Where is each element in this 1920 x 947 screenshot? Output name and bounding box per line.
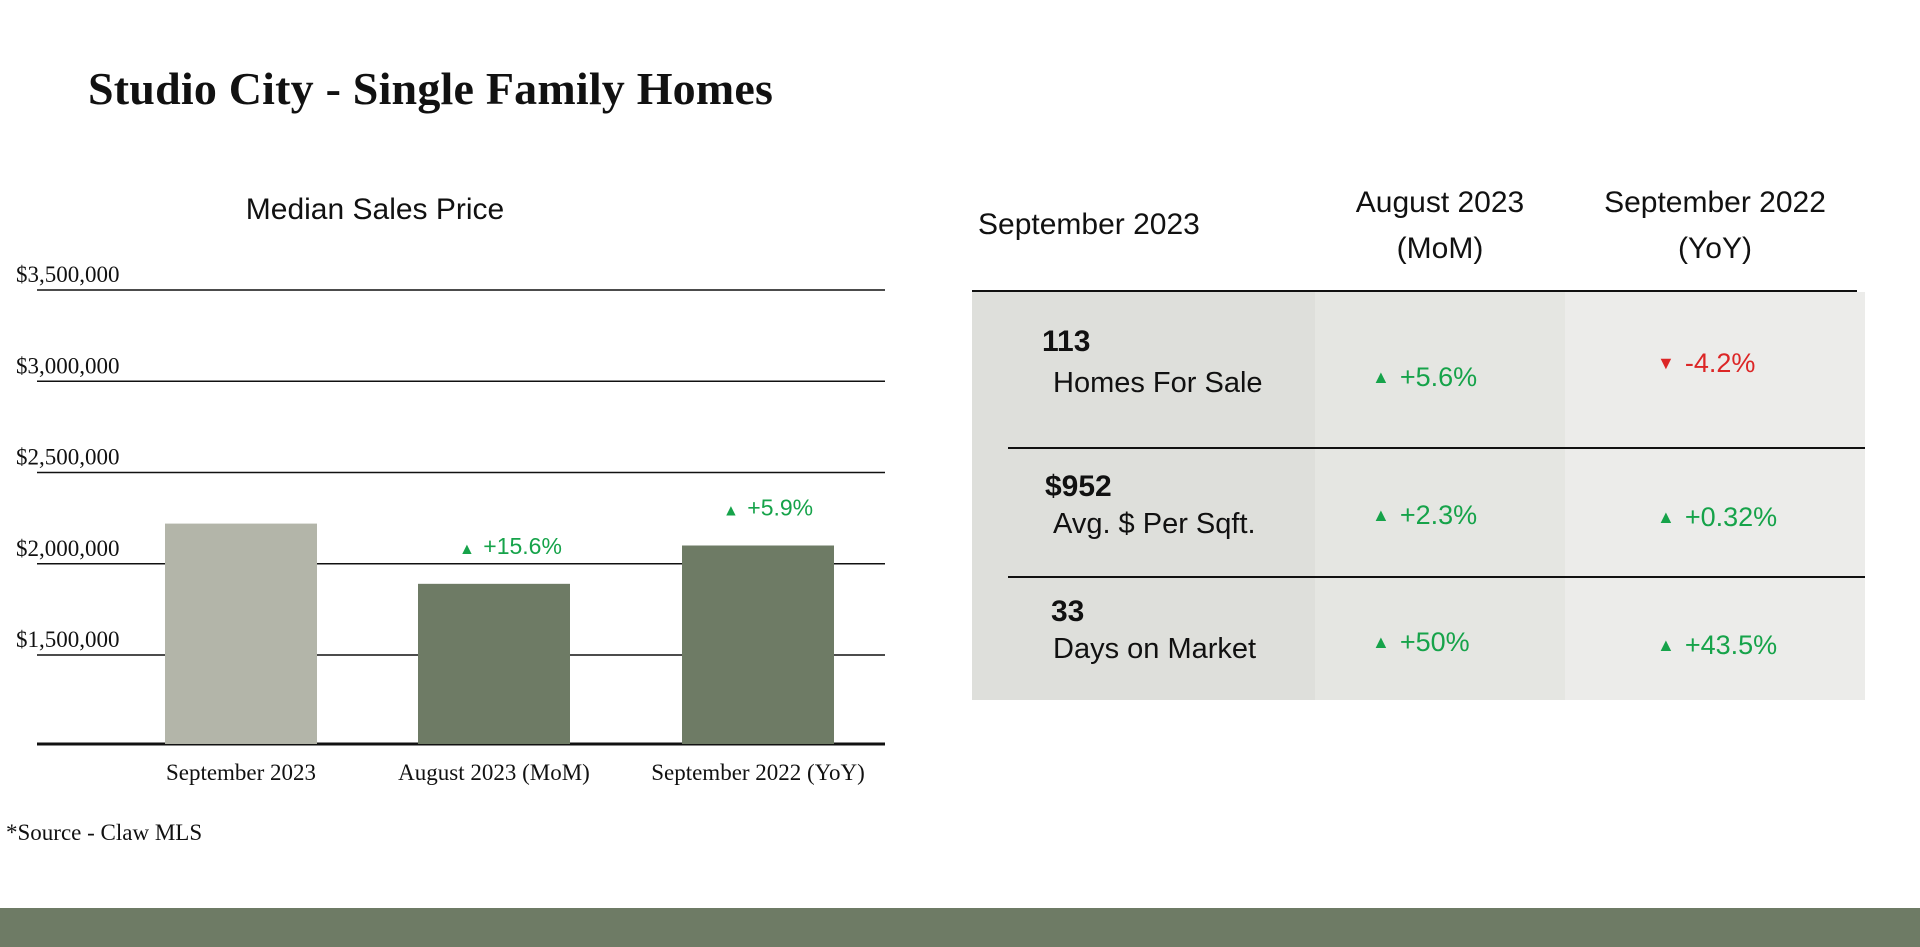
days-on-market-label: Days on Market — [1053, 633, 1257, 665]
delta-value: +0.32% — [1684, 502, 1778, 532]
column-background-yoy — [1565, 292, 1865, 700]
days-on-market-mom: ▲ +50% — [1372, 627, 1470, 658]
bar-delta-label: ▲ +5.9% — [723, 495, 813, 521]
market-stats-table: September 2023 August 2023 (MoM) Septemb… — [972, 180, 1865, 700]
chart-title: Median Sales Price — [245, 193, 505, 226]
column-background-current — [972, 292, 1315, 700]
header-yoy-line2: (YoY) — [1678, 232, 1752, 265]
header-yoy: September 2022 (YoY) — [1565, 180, 1865, 272]
delta-value: +5.6% — [1399, 362, 1478, 392]
row-divider — [1008, 447, 1865, 449]
y-tick-label: $2,500,000 — [16, 445, 120, 470]
header-mom-line2: (MoM) — [1396, 232, 1484, 265]
x-category-label: September 2023 — [166, 760, 316, 785]
days-on-market-yoy: ▲ +43.5% — [1657, 630, 1777, 661]
bar — [165, 523, 317, 744]
days-on-market-value: 33 — [1051, 595, 1085, 628]
header-divider — [972, 290, 1857, 292]
y-tick-label: $2,000,000 — [16, 536, 120, 561]
triangle-up-icon: ▲ — [1657, 635, 1675, 655]
median-sales-price-chart: $1,500,000 $2,000,000 $2,500,000 $3,000,000… — [16, 262, 885, 785]
page-title: Studio City - Single Family Homes — [88, 63, 774, 114]
price-per-sqft-mom: ▲ +2.3% — [1372, 500, 1477, 531]
homes-for-sale-mom: ▲ +5.6% — [1372, 362, 1477, 393]
triangle-up-icon: ▲ — [1372, 632, 1390, 652]
delta-value: -4.2% — [1684, 348, 1756, 378]
bar — [682, 545, 834, 744]
header-yoy-line1: September 2022 — [1604, 186, 1826, 219]
header-mom: August 2023 (MoM) — [1315, 180, 1565, 272]
homes-for-sale-yoy: ▼ -4.2% — [1657, 348, 1755, 379]
triangle-down-icon: ▼ — [1657, 353, 1675, 373]
x-category-label: August 2023 (MoM) — [398, 760, 590, 785]
header-mom-line1: August 2023 — [1355, 186, 1525, 219]
delta-value: +2.3% — [1399, 500, 1478, 530]
delta-value: +50% — [1399, 627, 1470, 657]
triangle-up-icon: ▲ — [1372, 367, 1390, 387]
bar — [418, 583, 570, 744]
y-tick-label: $3,000,000 — [16, 353, 120, 378]
header-current: September 2023 — [972, 202, 1321, 248]
delta-value: +43.5% — [1684, 630, 1778, 660]
triangle-up-icon: ▲ — [1657, 507, 1675, 527]
header-current-line1: September 2023 — [978, 208, 1200, 241]
y-tick-label: $3,500,000 — [16, 262, 120, 287]
x-category-label: September 2022 (YoY) — [651, 760, 865, 785]
bar-delta-label: ▲ +15.6% — [459, 533, 562, 559]
price-per-sqft-value: $952 — [1045, 470, 1112, 503]
price-per-sqft-yoy: ▲ +0.32% — [1657, 502, 1777, 533]
y-tick-label: $1,500,000 — [16, 627, 120, 652]
homes-for-sale-value: 113 — [1042, 325, 1091, 358]
footer-bar — [0, 908, 1920, 947]
homes-for-sale-label: Homes For Sale — [1053, 367, 1263, 399]
column-background-mom — [1315, 292, 1565, 700]
price-per-sqft-label: Avg. $ Per Sqft. — [1053, 508, 1256, 540]
row-divider — [1008, 576, 1865, 578]
triangle-up-icon: ▲ — [1372, 505, 1390, 525]
source-note: *Source - Claw MLS — [6, 820, 203, 845]
